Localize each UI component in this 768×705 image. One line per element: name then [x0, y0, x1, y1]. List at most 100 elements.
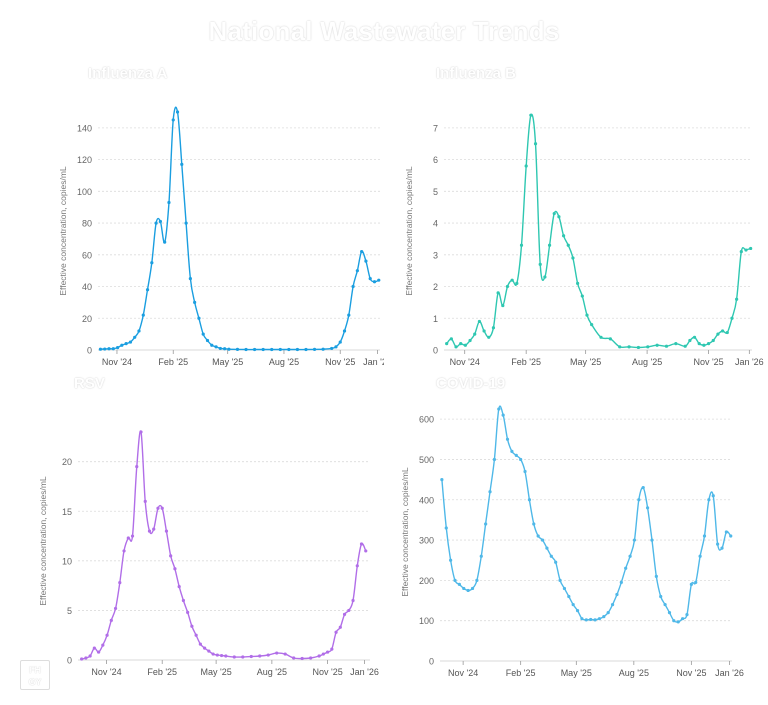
data-point — [342, 612, 347, 616]
data-point — [227, 347, 231, 351]
data-point — [602, 615, 606, 619]
chart-influenza-a: 0 20 40 60 80 100 120 140 Nov '24 Feb '25 May '25 A… — [58, 106, 392, 367]
y-tick-label: 3 — [433, 250, 438, 260]
data-point — [105, 633, 109, 637]
data-point — [744, 248, 748, 252]
data-point — [295, 347, 300, 352]
data-point — [312, 347, 317, 351]
data-point — [163, 240, 167, 244]
data-point — [505, 284, 510, 289]
data-point — [523, 469, 527, 474]
x-tick-label: Nov '25 — [676, 668, 706, 678]
data-point — [88, 654, 92, 658]
data-point — [515, 281, 519, 285]
y-axis-label: Effective concentration, copies/mL — [58, 166, 68, 296]
data-point — [124, 342, 128, 346]
data-point — [632, 538, 637, 542]
y-axis-label: Effective concentration, copies/mL — [400, 467, 410, 597]
data-point — [664, 344, 669, 348]
data-point — [706, 342, 711, 346]
data-point — [219, 653, 224, 658]
data-point — [347, 313, 351, 317]
data-point — [440, 477, 444, 482]
chart-influenza-b: 0 1 2 3 4 5 6 7 Nov '24 Feb '25 May '25 Aug '25 Nov … — [404, 113, 764, 367]
chart-title: Influenza B — [436, 65, 517, 82]
x-tick-label: Feb '25 — [158, 357, 188, 367]
data-point — [372, 280, 377, 284]
data-point — [207, 649, 211, 653]
y-tick-label: 100 — [419, 616, 434, 626]
y-tick-label: 20 — [62, 457, 72, 467]
data-point — [716, 332, 720, 336]
data-point — [711, 494, 715, 498]
data-point — [261, 347, 265, 352]
data-point — [169, 554, 173, 558]
chart-panel-covid-19: COVID-19 0 100 200 300 400 500 600 Nov '24 Feb '… — [384, 365, 768, 695]
data-point — [156, 506, 160, 510]
data-point — [449, 558, 453, 562]
y-tick-label: 140 — [77, 123, 92, 133]
data-point — [92, 646, 96, 650]
data-point — [549, 554, 553, 558]
data-point — [681, 617, 685, 621]
data-point — [258, 654, 262, 658]
data-point — [223, 347, 227, 351]
data-point — [698, 554, 702, 558]
data-point — [152, 527, 156, 531]
data-point — [641, 486, 645, 490]
y-tick-label: 4 — [433, 219, 438, 229]
data-point — [663, 602, 667, 607]
data-point — [702, 534, 707, 538]
data-point — [510, 278, 514, 282]
data-point — [205, 338, 210, 343]
chart-title: RSV — [74, 375, 105, 392]
x-tick-label: Nov '24 — [91, 667, 121, 677]
data-point — [580, 617, 584, 621]
data-point — [645, 506, 650, 510]
data-point — [724, 530, 728, 534]
data-point — [571, 602, 575, 607]
data-point — [244, 347, 248, 352]
data-point — [650, 538, 654, 542]
data-point — [193, 300, 197, 304]
data-point — [184, 221, 188, 225]
y-tick-label: 60 — [82, 250, 92, 260]
data-point — [685, 613, 689, 617]
y-tick-label: 5 — [433, 187, 438, 197]
data-point — [473, 332, 477, 336]
data-point — [214, 345, 218, 349]
data-point — [186, 610, 190, 614]
y-tick-label: 7 — [433, 123, 438, 133]
y-tick-label: 80 — [82, 219, 92, 229]
data-point — [377, 278, 381, 282]
data-point — [364, 259, 368, 263]
data-point — [334, 345, 338, 349]
data-point — [618, 345, 622, 349]
data-point — [540, 538, 545, 542]
data-point — [567, 594, 571, 599]
data-point — [368, 277, 372, 281]
data-point — [702, 343, 706, 347]
data-point — [466, 588, 470, 593]
chart-title: Influenza A — [88, 65, 168, 82]
data-point — [554, 560, 558, 564]
data-point — [249, 654, 253, 659]
data-point — [197, 316, 201, 320]
data-point — [143, 499, 147, 503]
data-point — [190, 624, 194, 628]
data-point — [519, 243, 524, 247]
data-point — [321, 652, 325, 656]
data-point — [203, 646, 207, 650]
series-line — [100, 106, 380, 351]
x-tick-label: May '25 — [570, 357, 601, 367]
chart-covid-19: 0 100 200 300 400 500 600 Nov '24 Feb '25 May '25… — [400, 405, 744, 678]
data-point — [676, 620, 680, 624]
data-point — [300, 656, 304, 661]
data-point — [342, 329, 347, 333]
data-point — [133, 335, 137, 339]
data-point — [330, 346, 334, 351]
data-point — [80, 657, 84, 661]
x-tick-label: Aug '25 — [632, 357, 662, 367]
data-point — [492, 457, 496, 462]
data-point — [487, 335, 491, 339]
